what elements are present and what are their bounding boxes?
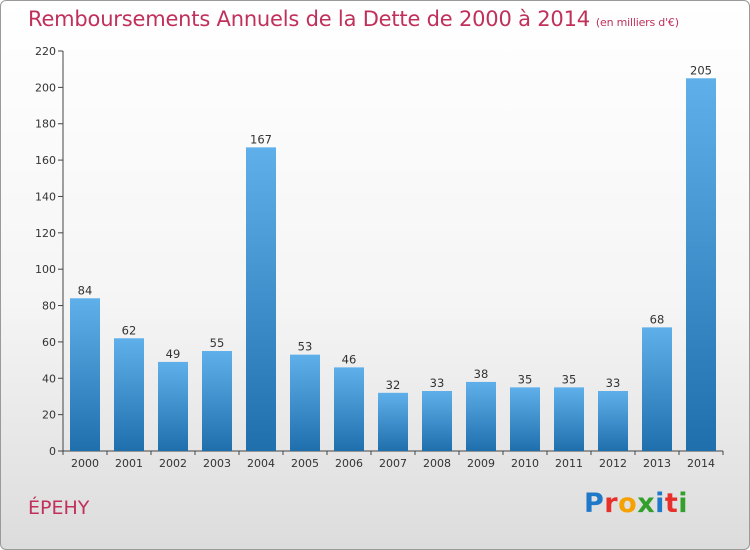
y-tick-label: 40	[42, 372, 56, 385]
y-tick-label: 20	[42, 409, 56, 422]
y-tick-label: 180	[35, 118, 56, 131]
bar	[334, 367, 364, 451]
bar-value-label: 84	[78, 283, 93, 297]
x-tick-label: 2004	[247, 457, 275, 470]
bar	[202, 351, 232, 451]
bar	[554, 387, 584, 451]
chart-title: Remboursements Annuels de la Dette de 20…	[28, 7, 679, 31]
y-tick-label: 220	[35, 45, 56, 58]
bar	[70, 298, 100, 451]
logo-letter: i	[678, 488, 689, 519]
x-tick-label: 2007	[379, 457, 407, 470]
bar	[466, 381, 496, 451]
proxiti-logo[interactable]: Proxiti	[584, 488, 688, 519]
y-tick-label: 140	[35, 190, 56, 203]
logo-letter: i	[655, 488, 665, 519]
bar-value-label: 33	[430, 376, 445, 390]
unit-subtitle: (en milliers d'€)	[595, 16, 679, 29]
bar	[378, 392, 408, 451]
x-tick-label: 2013	[643, 457, 671, 470]
bar	[422, 391, 452, 451]
x-tick-label: 2000	[71, 457, 99, 470]
place-name: ÉPEHY	[28, 497, 90, 519]
y-tick-label: 80	[42, 300, 56, 313]
logo-letter: r	[604, 488, 619, 519]
bar-value-label: 38	[474, 367, 489, 381]
y-tick-label: 60	[42, 336, 56, 349]
y-tick-label: 200	[35, 81, 56, 94]
x-tick-label: 2011	[555, 457, 583, 470]
logo-letter: P	[584, 488, 605, 519]
x-tick-label: 2005	[291, 457, 319, 470]
bar	[510, 387, 540, 451]
title-text: Remboursements Annuels de la Dette de 20…	[28, 7, 590, 31]
bar	[686, 78, 716, 451]
bar-value-label: 46	[342, 352, 357, 366]
bar-value-label: 35	[562, 372, 577, 386]
bar-value-label: 35	[518, 372, 533, 386]
logo-letter: x	[637, 488, 656, 519]
y-tick-label: 0	[49, 445, 56, 458]
x-tick-label: 2001	[115, 457, 143, 470]
bar-value-label: 55	[210, 336, 225, 350]
bar-value-label: 167	[250, 132, 272, 146]
bar	[158, 361, 188, 451]
x-tick-label: 2010	[511, 457, 539, 470]
x-tick-label: 2009	[467, 457, 495, 470]
x-tick-label: 2006	[335, 457, 363, 470]
x-tick-label: 2014	[687, 457, 715, 470]
bar	[642, 327, 672, 451]
bar	[290, 354, 320, 451]
y-tick-label: 120	[35, 227, 56, 240]
x-tick-label: 2012	[599, 457, 627, 470]
bar-value-label: 49	[166, 347, 181, 361]
logo-letter: t	[664, 488, 679, 519]
bar-value-label: 62	[122, 323, 137, 337]
bar-value-label: 33	[606, 376, 621, 390]
logo-letter: o	[618, 488, 638, 519]
bar	[598, 391, 628, 451]
bar	[114, 338, 144, 451]
x-tick-label: 2003	[203, 457, 231, 470]
bar	[246, 147, 276, 451]
x-tick-label: 2008	[423, 457, 451, 470]
bar-value-label: 32	[386, 378, 401, 392]
x-tick-label: 2002	[159, 457, 187, 470]
bar-value-label: 205	[690, 63, 712, 77]
bar-value-label: 53	[298, 340, 313, 354]
bar-value-label: 68	[650, 312, 665, 326]
y-tick-label: 160	[35, 154, 56, 167]
y-tick-label: 100	[35, 263, 56, 276]
